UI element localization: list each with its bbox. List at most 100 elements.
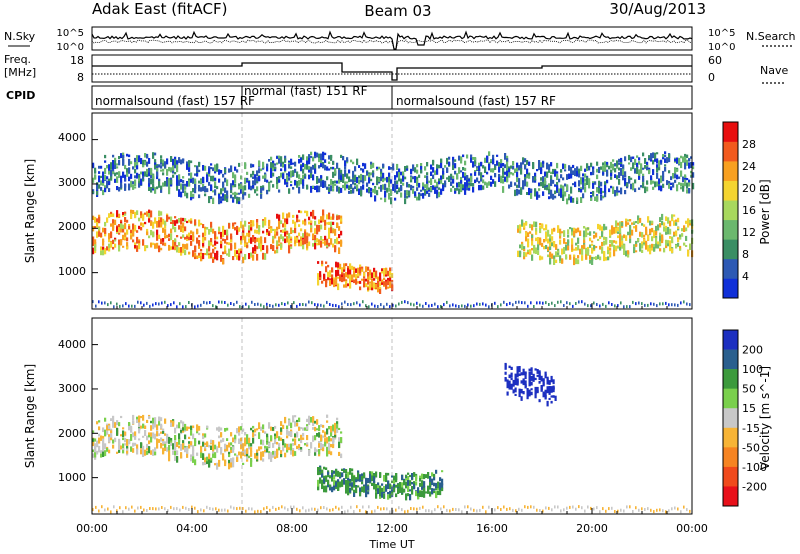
heat-cell <box>405 493 408 501</box>
heat-cell <box>462 167 465 171</box>
heat-cell <box>292 219 295 224</box>
heat-cell <box>351 274 354 281</box>
heat-cell <box>268 159 271 162</box>
heat-cell <box>614 190 617 197</box>
heat-cell <box>527 505 529 509</box>
heat-cell <box>621 235 624 241</box>
heat-cell <box>541 256 544 260</box>
power-cbar-tick-4: 4 <box>742 270 749 283</box>
heat-cell <box>190 454 193 458</box>
heat-cell <box>550 400 553 404</box>
heat-cell <box>266 433 269 437</box>
heat-cell <box>364 163 367 169</box>
heat-cell <box>563 304 565 307</box>
heat-cell <box>302 432 305 437</box>
heat-cell <box>138 428 141 434</box>
heat-cell <box>220 447 223 452</box>
heat-cell <box>276 226 279 231</box>
heat-cell <box>433 482 436 487</box>
heat-cell <box>651 236 654 242</box>
heat-cell <box>347 268 350 275</box>
heat-cell <box>337 269 340 276</box>
heat-cell <box>596 174 599 180</box>
heat-cell <box>390 189 393 196</box>
heat-cell <box>548 506 550 510</box>
heat-cell <box>360 179 363 183</box>
heat-cell <box>543 245 546 250</box>
heat-cell <box>146 173 149 177</box>
heat-cell <box>369 283 372 291</box>
heat-cell <box>292 187 295 190</box>
heat-cell <box>312 209 315 217</box>
heat-cell <box>623 248 626 255</box>
heat-cell <box>108 244 111 252</box>
heat-cell <box>270 452 273 458</box>
heat-cell <box>224 301 226 304</box>
heat-cell <box>128 304 130 308</box>
heat-cell <box>260 239 263 244</box>
heat-cell <box>282 223 285 228</box>
heat-cell <box>381 271 384 274</box>
heat-cell <box>186 192 189 199</box>
heat-cell <box>605 304 607 308</box>
heat-cell <box>154 433 157 440</box>
heat-cell <box>154 417 157 423</box>
heat-cell <box>544 171 547 177</box>
heat-cell <box>612 186 615 190</box>
heat-cell <box>569 256 572 260</box>
heat-cell <box>435 482 438 489</box>
heat-cell <box>98 437 101 444</box>
heat-cell <box>160 158 163 165</box>
heat-cell <box>318 225 321 232</box>
heat-cell <box>274 437 277 445</box>
heat-cell <box>488 305 490 309</box>
heat-cell <box>322 158 325 161</box>
heat-cell <box>615 227 618 234</box>
heat-cell <box>112 160 115 167</box>
heat-cell <box>325 467 328 470</box>
heat-cell <box>280 243 283 249</box>
heat-cell <box>334 168 337 174</box>
heat-cell <box>377 286 380 293</box>
heat-cell <box>589 244 592 248</box>
heat-cell <box>508 374 511 379</box>
heat-cell <box>312 156 315 162</box>
heat-cell <box>416 180 419 187</box>
heat-cell <box>122 437 125 441</box>
heat-cell <box>637 219 640 225</box>
heat-cell <box>605 509 607 513</box>
heat-cell <box>564 191 567 197</box>
heat-cell <box>578 180 581 187</box>
colorbar-swatch <box>723 258 738 279</box>
heat-cell <box>588 182 591 189</box>
heat-cell <box>152 449 155 456</box>
heat-cell <box>160 155 163 159</box>
heat-cell <box>430 186 433 192</box>
heat-cell <box>382 178 385 183</box>
heat-cell <box>218 508 220 512</box>
heat-cell <box>386 507 388 511</box>
heat-cell <box>577 255 580 259</box>
heat-cell <box>347 480 350 486</box>
heat-cell <box>604 192 607 198</box>
heat-cell <box>368 305 370 309</box>
heat-cell <box>470 304 472 308</box>
heat-cell <box>262 430 265 433</box>
heat-cell <box>614 168 617 173</box>
heat-cell <box>466 180 469 187</box>
heat-cell <box>659 217 662 222</box>
heat-cell <box>646 186 649 192</box>
heat-cell <box>180 420 183 424</box>
heat-cell <box>166 177 169 180</box>
heat-cell <box>380 171 383 174</box>
heat-cell <box>305 303 307 307</box>
heat-cell <box>252 180 255 185</box>
heat-cell <box>164 507 166 511</box>
heat-cell <box>326 214 329 220</box>
heat-cell <box>316 225 319 232</box>
heat-cell <box>403 480 406 486</box>
heat-cell <box>685 235 688 241</box>
heat-cell <box>262 175 265 179</box>
heat-cell <box>508 385 511 390</box>
heat-cell <box>668 154 671 158</box>
